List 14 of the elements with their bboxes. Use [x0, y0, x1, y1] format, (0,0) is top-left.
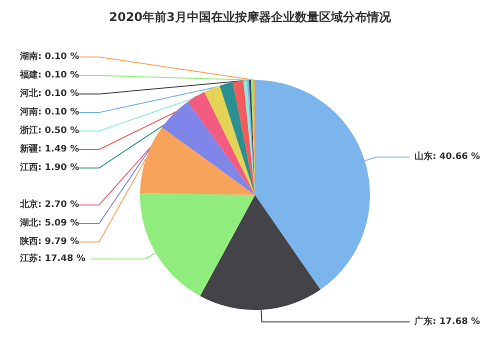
slice-label: 河南: 0.10 % [19, 106, 80, 118]
slice-label: 北京: 2.70 % [19, 199, 80, 210]
chart-title: 2020年前3月中国在业按摩器企业数量区域分布情况 [109, 10, 392, 24]
slice-label: 福建: 0.10 % [19, 70, 80, 80]
slice-label: 江西: 1.90 % [19, 162, 80, 173]
slice-label: 湖南: 0.10 % [19, 51, 80, 62]
slice-label: 浙江: 0.50 % [19, 125, 80, 136]
slice-label: 广东: 17.68 % [414, 316, 480, 327]
slice-label: 河北: 0.10 % [19, 88, 80, 99]
slice-label: 江苏: 17.48 % [19, 252, 86, 264]
slice-label: 新疆: 1.49 % [19, 144, 80, 154]
slice-label: 山东: 40.66 % [414, 151, 480, 162]
slice-label: 陕西: 9.79 % [20, 236, 80, 247]
slice-label: 湖北: 5.09 % [19, 218, 80, 228]
